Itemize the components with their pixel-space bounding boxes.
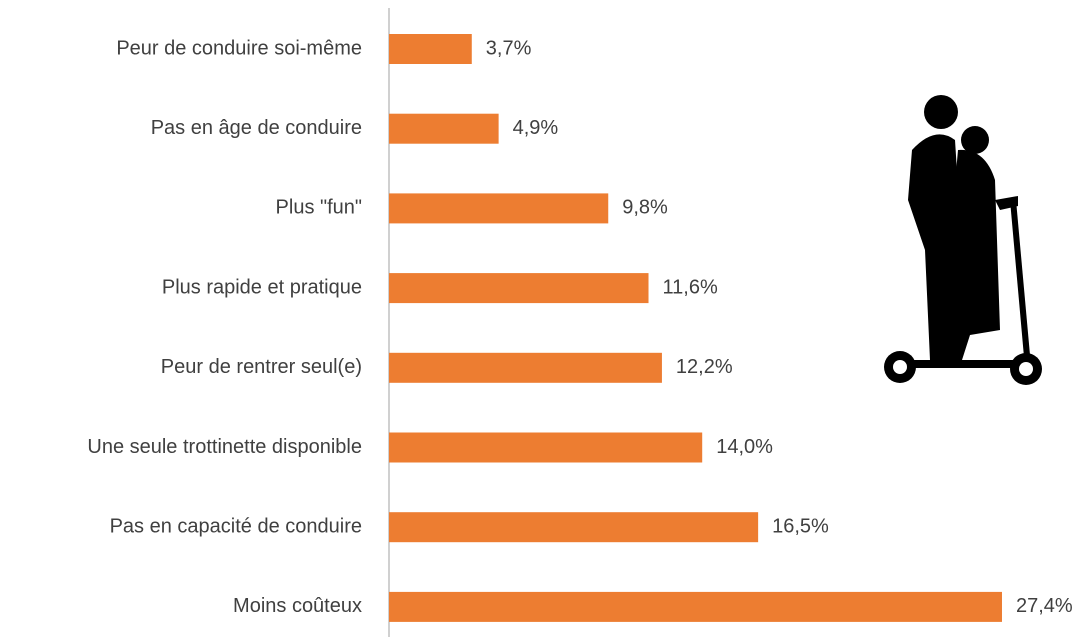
- y-tick-label: Plus rapide et pratique: [162, 276, 362, 298]
- bar: [389, 512, 759, 543]
- bar: [389, 591, 1002, 622]
- y-tick-label: Plus "fun": [276, 197, 362, 219]
- value-label: 9,8%: [622, 197, 668, 219]
- y-tick-label: Moins coûteux: [233, 595, 362, 617]
- scooter-silhouette: [884, 95, 1042, 385]
- value-label: 14,0%: [716, 436, 773, 458]
- bar: [389, 432, 703, 463]
- y-tick-label: Peur de conduire soi-même: [116, 37, 362, 59]
- y-tick-label: Une seule trottinette disponible: [87, 436, 362, 458]
- bar: [389, 273, 649, 304]
- value-label: 12,2%: [676, 356, 733, 378]
- value-label: 4,9%: [513, 117, 559, 139]
- y-tick-label: Pas en âge de conduire: [151, 117, 362, 139]
- value-label: 11,6%: [663, 276, 718, 298]
- value-label: 3,7%: [486, 37, 532, 59]
- value-label: 16,5%: [772, 515, 829, 537]
- y-tick-label: Pas en capacité de conduire: [110, 515, 362, 537]
- bar: [389, 352, 662, 383]
- bar: [389, 34, 472, 64]
- value-label: 27,4%: [1016, 595, 1073, 617]
- bar: [389, 113, 499, 144]
- y-tick-label: Peur de rentrer seul(e): [161, 356, 362, 378]
- bar: [389, 193, 609, 224]
